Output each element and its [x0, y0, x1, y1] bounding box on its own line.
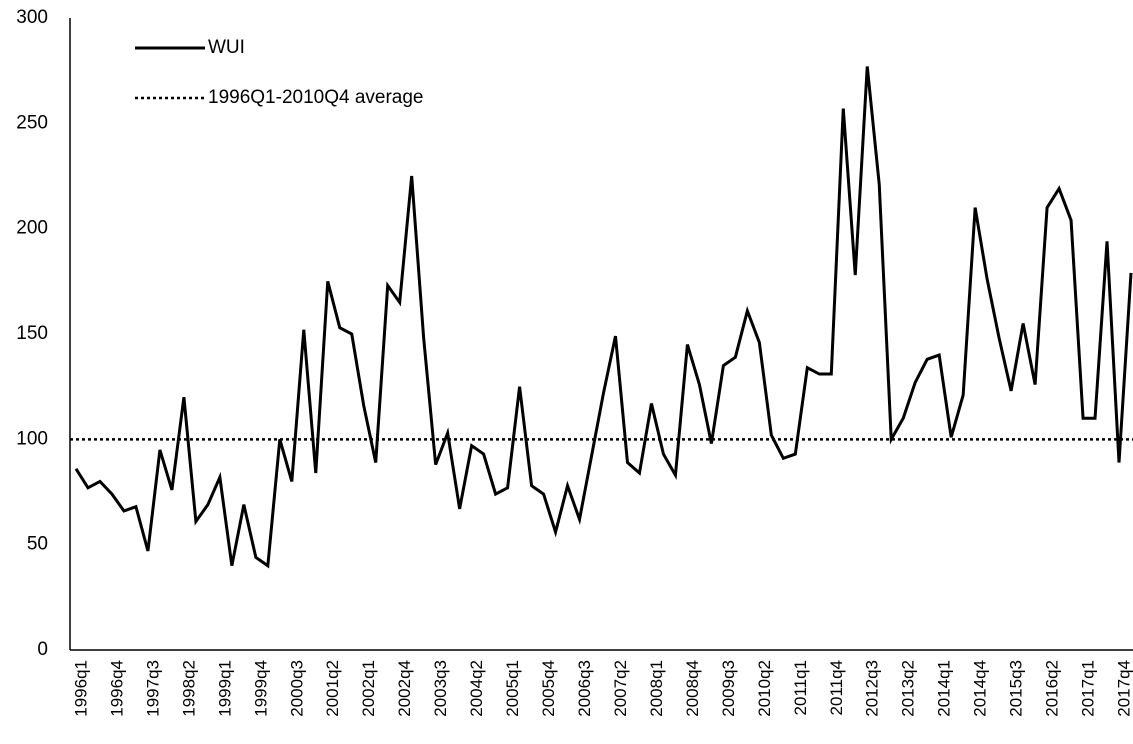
x-tick-label: 2013q2: [899, 660, 918, 717]
x-tick-label: 2002q1: [359, 660, 378, 717]
x-tick-label: 2014q4: [971, 660, 990, 717]
y-tick-label: 250: [16, 112, 48, 133]
data-line: [74, 66, 1133, 569]
x-tick-label: 1999q1: [215, 660, 234, 717]
legend-label: 1996Q1-2010Q4 average: [208, 87, 424, 108]
x-tick-label: 2012q3: [863, 660, 882, 717]
x-tick-label: 2011q4: [827, 660, 846, 715]
x-tick-label: 2007q2: [611, 660, 630, 717]
legend-label: WUI: [208, 37, 245, 58]
x-tick-label: 2005q4: [539, 660, 558, 717]
x-tick-label: 2008q4: [683, 660, 702, 717]
x-tick-label: 1999q4: [251, 660, 270, 717]
y-tick-label: 0: [37, 639, 48, 660]
y-tick-label: 200: [16, 218, 48, 239]
y-tick-label: 100: [16, 428, 48, 449]
y-tick-label: 150: [16, 323, 48, 344]
x-tick-label: 2008q1: [647, 660, 666, 717]
x-tick-label: 2010q2: [755, 660, 774, 717]
x-tick-label: 2001q2: [323, 660, 342, 717]
x-tick-label: 2006q3: [575, 660, 594, 717]
x-tick-label: 1998q2: [179, 660, 198, 717]
x-tick-label: 2003q3: [431, 660, 450, 717]
x-tick-label: 2002q4: [395, 660, 414, 717]
x-tick-label: 1997q3: [143, 660, 162, 717]
x-tick-label: 2009q3: [719, 660, 738, 717]
x-tick-label: 2004q2: [467, 660, 486, 717]
x-tick-label: 2016q2: [1043, 660, 1062, 717]
x-tick-label: 2011q1: [791, 660, 810, 715]
x-tick-label: 2015q3: [1007, 660, 1026, 717]
x-tick-label: 1996q1: [71, 660, 90, 717]
x-tick-label: 2005q1: [503, 660, 522, 717]
y-tick-label: 50: [27, 534, 48, 555]
x-tick-label: 2017q4: [1114, 660, 1133, 717]
x-tick-label: 2000q3: [287, 660, 306, 717]
x-tick-label: 1996q4: [107, 660, 126, 717]
y-tick-label: 300: [16, 7, 48, 28]
x-tick-label: 2017q1: [1079, 660, 1098, 717]
x-tick-label: 2014q1: [935, 660, 954, 717]
